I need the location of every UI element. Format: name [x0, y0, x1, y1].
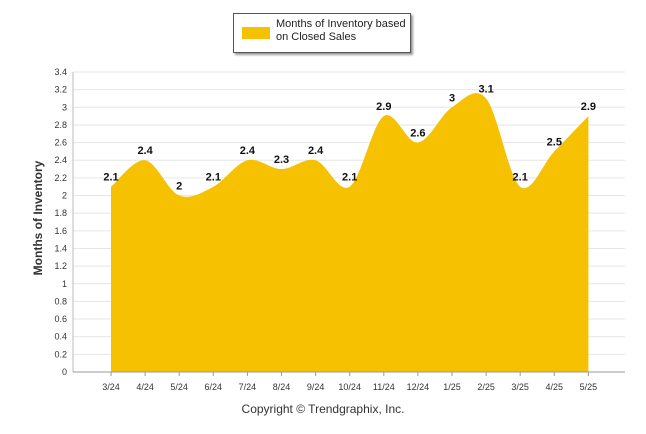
data-label: 2.1 — [342, 172, 357, 184]
y-tick-label: 2.4 — [54, 155, 67, 165]
x-tick-label: 12/24 — [407, 382, 430, 392]
x-tick-label: 5/25 — [580, 382, 598, 392]
data-label: 2.4 — [308, 145, 324, 157]
copyright-footer: Copyright © Trendgraphix, Inc. — [241, 402, 405, 416]
y-tick-label: 0.8 — [54, 296, 67, 306]
y-tick-label: 2.8 — [54, 120, 67, 130]
y-tick-label: 3.2 — [54, 85, 67, 95]
y-tick-label: 1.6 — [54, 226, 67, 236]
x-tick-label: 4/24 — [136, 382, 154, 392]
y-tick-label: 2 — [62, 191, 67, 201]
data-label: 2.1 — [103, 172, 118, 184]
x-tick-label: 2/25 — [477, 382, 495, 392]
y-tick-label: 0 — [62, 367, 67, 377]
x-tick-label: 5/24 — [170, 382, 188, 392]
legend: Months of Inventory based on Closed Sale… — [233, 13, 411, 53]
x-tick-label: 8/24 — [273, 382, 291, 392]
area-series — [111, 93, 589, 372]
x-tick-label: 6/24 — [205, 382, 223, 392]
data-label: 2.5 — [547, 136, 562, 148]
data-label: 2 — [176, 181, 182, 193]
y-tick-label: 1.4 — [54, 243, 67, 253]
data-label: 2.9 — [581, 101, 596, 113]
x-tick-label: 7/24 — [239, 382, 257, 392]
data-label: 2.9 — [376, 101, 391, 113]
x-tick-label: 9/24 — [307, 382, 325, 392]
legend-swatch — [242, 27, 270, 39]
y-axis-title: Months of Inventory — [31, 160, 45, 275]
y-tick-labels: 0 0.2 0.4 0.6 0.8 1 1.2 1.4 1.6 1.8 2 2.2 2.4 2.6 2.8 3… — [54, 67, 67, 377]
x-tick-labels: 3/24 4/24 5/24 6/24 7/24 8/24 9/24 10/24 11/24 12… — [102, 382, 597, 392]
area-fill — [111, 93, 589, 372]
data-label: 2.1 — [206, 172, 221, 184]
x-tick-label: 3/25 — [511, 382, 529, 392]
data-label: 2.4 — [240, 145, 256, 157]
y-tick-label: 0.4 — [54, 332, 67, 342]
x-tick-label: 10/24 — [338, 382, 361, 392]
y-tick-label: 1.8 — [54, 208, 67, 218]
y-tick-label: 2.6 — [54, 138, 67, 148]
y-tick-label: 1.2 — [54, 261, 67, 271]
legend-label: Months of Inventory based on Closed Sale… — [276, 18, 406, 43]
data-label: 2.1 — [513, 172, 528, 184]
data-label: 3 — [449, 92, 455, 104]
x-tick-label: 3/24 — [102, 382, 120, 392]
y-tick-label: 1 — [62, 279, 67, 289]
y-tick-label: 3 — [62, 102, 67, 112]
axes — [72, 72, 625, 376]
data-labels: 2.1 2.4 2 2.1 2.4 2.3 2.4 2.1 2.9 2.6 3 3.1 2.1 2.5 2.… — [103, 83, 596, 192]
x-tick-label: 11/24 — [373, 382, 395, 392]
x-tick-label: 4/25 — [546, 382, 564, 392]
data-label: 2.3 — [274, 154, 289, 166]
y-tick-label: 2.2 — [54, 173, 67, 183]
y-tick-label: 0.2 — [54, 349, 67, 359]
data-label: 2.6 — [410, 128, 425, 140]
data-label: 2.4 — [137, 145, 153, 157]
x-tick-label: 1/25 — [443, 382, 461, 392]
y-tick-label: 3.4 — [54, 67, 67, 77]
y-tick-label: 0.6 — [54, 314, 67, 324]
data-label: 3.1 — [478, 83, 493, 95]
